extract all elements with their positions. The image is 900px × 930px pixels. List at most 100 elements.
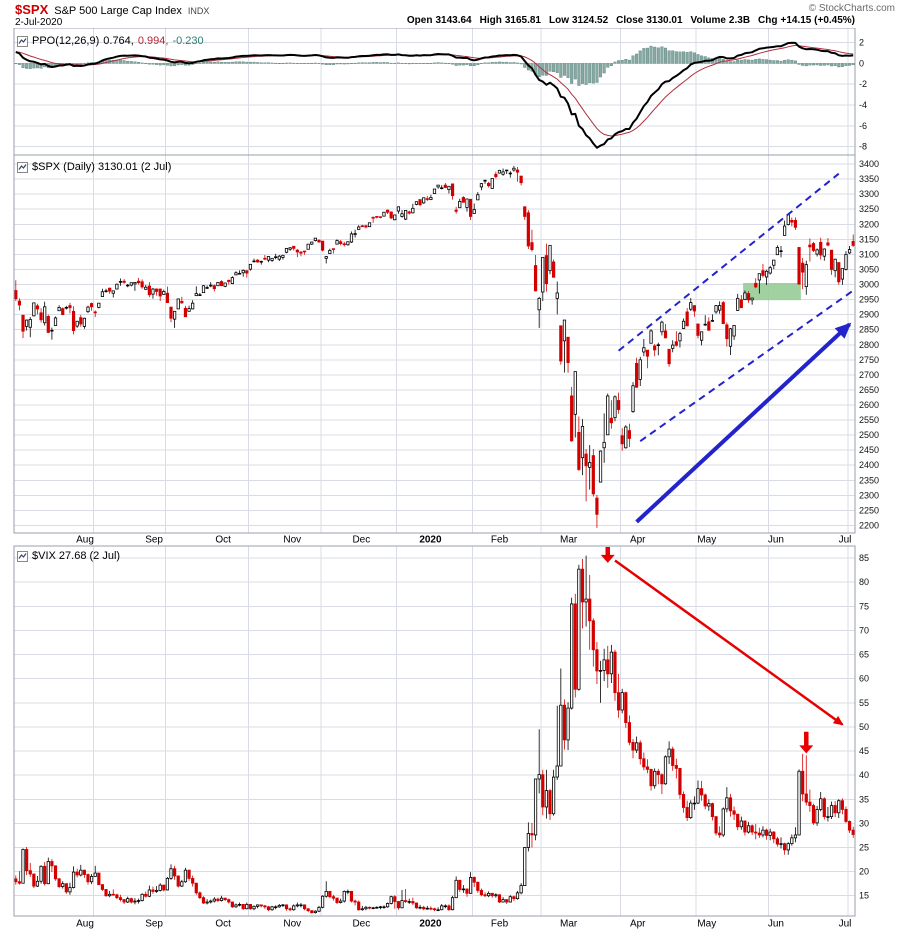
ppo-line <box>15 41 854 149</box>
vix-candles <box>14 555 855 914</box>
svg-text:Jun: Jun <box>768 919 784 930</box>
svg-text:30: 30 <box>859 818 869 828</box>
axis-tick-labels: 20-2-4-6-8220022502300235024002450250025… <box>859 38 879 901</box>
svg-text:2450: 2450 <box>859 445 879 455</box>
svg-text:0: 0 <box>859 58 864 68</box>
panel-borders <box>13 28 856 917</box>
spx-candles <box>14 165 855 528</box>
svg-text:2950: 2950 <box>859 295 879 305</box>
exchange-label: INDX <box>187 6 210 16</box>
svg-text:Feb: Feb <box>491 919 509 930</box>
svg-text:Oct: Oct <box>215 535 231 546</box>
svg-text:-8: -8 <box>859 142 867 152</box>
month-labels: Aug Sep Oct Nov Dec 2020 Feb Mar Apr May Jun Jul Aug… <box>76 535 851 930</box>
title-row: $SPX S&P 500 Large Cap Index INDX <box>15 2 209 17</box>
close-value: 3130.01 <box>646 15 683 26</box>
svg-text:Aug: Aug <box>76 919 94 930</box>
svg-text:2700: 2700 <box>859 370 879 380</box>
svg-text:3300: 3300 <box>859 189 879 199</box>
spx-support-zone <box>743 283 801 301</box>
svg-text:Nov: Nov <box>283 535 301 546</box>
low-label: Low <box>548 15 569 26</box>
svg-text:2600: 2600 <box>859 400 879 410</box>
svg-text:3350: 3350 <box>859 174 879 184</box>
svg-text:Apr: Apr <box>630 535 646 546</box>
svg-text:2250: 2250 <box>859 505 879 515</box>
svg-text:Mar: Mar <box>560 919 578 930</box>
svg-text:3200: 3200 <box>859 219 879 229</box>
svg-text:85: 85 <box>859 553 869 563</box>
svg-text:3000: 3000 <box>859 280 879 290</box>
svg-text:50: 50 <box>859 722 869 732</box>
index-name: S&P 500 Large Cap Index <box>54 5 182 17</box>
svg-text:Apr: Apr <box>630 919 646 930</box>
svg-text:Oct: Oct <box>215 919 231 930</box>
svg-text:Jun: Jun <box>768 535 784 546</box>
svg-text:2550: 2550 <box>859 415 879 425</box>
chart-canvas: 20-2-4-6-8220022502300235024002450250025… <box>13 28 879 930</box>
vix-annotations <box>600 547 844 754</box>
svg-text:40: 40 <box>859 770 869 780</box>
svg-text:3250: 3250 <box>859 204 879 214</box>
open-label: Open <box>406 15 433 26</box>
svg-text:2300: 2300 <box>859 490 879 500</box>
svg-text:80: 80 <box>859 577 869 587</box>
copyright: © StockCharts.com <box>808 3 895 14</box>
svg-text:65: 65 <box>859 650 869 660</box>
svg-text:55: 55 <box>859 698 869 708</box>
volume-label: Volume <box>690 15 726 26</box>
gridlines <box>14 28 855 916</box>
svg-text:20: 20 <box>859 867 869 877</box>
svg-text:-2: -2 <box>859 79 867 89</box>
svg-text:2800: 2800 <box>859 340 879 350</box>
volume-value: 2.3B <box>728 15 751 26</box>
svg-text:Mar: Mar <box>560 535 578 546</box>
svg-text:May: May <box>697 919 716 930</box>
chart-header: $SPX S&P 500 Large Cap Index INDX 2-Jul-… <box>0 0 900 28</box>
svg-text:35: 35 <box>859 794 869 804</box>
high-label: High <box>479 15 502 26</box>
svg-text:2500: 2500 <box>859 430 879 440</box>
svg-text:2650: 2650 <box>859 385 879 395</box>
svg-text:2020: 2020 <box>419 919 442 930</box>
change-value: +14.15 (+0.45%) <box>780 15 856 26</box>
svg-text:2200: 2200 <box>859 520 879 530</box>
svg-text:45: 45 <box>859 746 869 756</box>
spx-annotations <box>617 172 854 524</box>
svg-text:2750: 2750 <box>859 355 879 365</box>
high-value: 3165.81 <box>504 15 541 26</box>
open-value: 3143.64 <box>435 15 472 26</box>
chart-date: 2-Jul-2020 <box>15 17 63 28</box>
svg-text:Sep: Sep <box>145 919 163 930</box>
svg-text:Dec: Dec <box>352 535 370 546</box>
svg-text:Feb: Feb <box>491 535 509 546</box>
change-label: Chg <box>758 15 778 26</box>
svg-text:3050: 3050 <box>859 264 879 274</box>
svg-text:75: 75 <box>859 601 869 611</box>
quote-bar: Open 3143.64 High 3165.81 Low 3124.52 Close 313… <box>407 15 855 26</box>
svg-text:Dec: Dec <box>352 919 370 930</box>
svg-text:Jul: Jul <box>839 535 852 546</box>
svg-text:2900: 2900 <box>859 310 879 320</box>
svg-text:-4: -4 <box>859 100 867 110</box>
svg-text:60: 60 <box>859 674 869 684</box>
svg-text:3400: 3400 <box>859 159 879 169</box>
symbol: $SPX <box>15 2 49 17</box>
low-value: 3124.52 <box>571 15 609 26</box>
svg-text:25: 25 <box>859 842 869 852</box>
svg-text:2350: 2350 <box>859 475 879 485</box>
svg-text:-6: -6 <box>859 121 867 131</box>
svg-text:2020: 2020 <box>419 535 442 546</box>
svg-text:Sep: Sep <box>145 535 163 546</box>
svg-text:2400: 2400 <box>859 460 879 470</box>
svg-text:3150: 3150 <box>859 234 879 244</box>
svg-text:70: 70 <box>859 625 869 635</box>
svg-text:2850: 2850 <box>859 325 879 335</box>
svg-text:15: 15 <box>859 891 869 901</box>
svg-text:3100: 3100 <box>859 249 879 259</box>
panel-backgrounds <box>14 28 855 916</box>
close-label: Close <box>616 15 644 26</box>
svg-text:2: 2 <box>859 38 864 48</box>
svg-text:May: May <box>697 535 716 546</box>
